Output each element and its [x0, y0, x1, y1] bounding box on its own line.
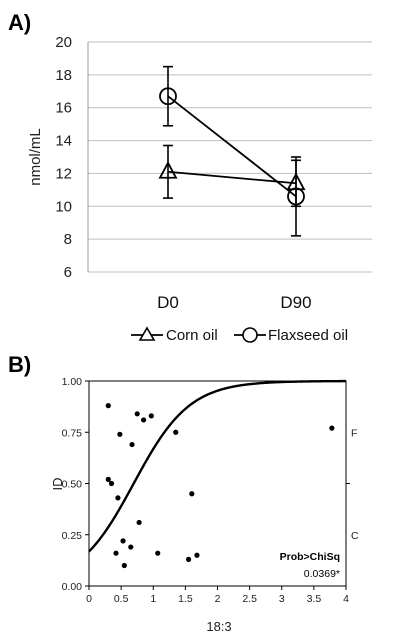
x-tick-label: 2 — [215, 593, 221, 605]
panel-a-categories: D0 D90 — [157, 293, 311, 312]
legend-label-corn-oil: Corn oil — [166, 327, 218, 344]
scatter-point — [134, 411, 140, 417]
x-tick-label: 2.5 — [242, 593, 257, 605]
y-tick-label: 8 — [64, 231, 72, 248]
panel-a-legend: Corn oil Flaxseed oil — [131, 326, 348, 344]
panel-a-gridlines — [87, 41, 372, 273]
x-tick-label: 0 — [86, 593, 92, 605]
y-tick-label: 0.50 — [62, 479, 83, 491]
y-tick-label: 0.75 — [62, 427, 83, 439]
panel-b-y-axis-label: ID — [50, 478, 65, 491]
error-bar-corn-oil — [163, 144, 173, 199]
y-tick-label: 12 — [55, 165, 72, 182]
panel-a-y-ticks: 6 8 10 12 14 16 18 20 — [55, 34, 72, 281]
scatter-point — [329, 425, 335, 431]
panel-b-label: B) — [8, 352, 31, 377]
scatter-point — [117, 431, 123, 437]
panel-b-logistic-curve — [88, 379, 347, 553]
y-tick-label: 6 — [64, 264, 72, 281]
scatter-point — [185, 556, 192, 562]
scatter-point — [173, 429, 179, 435]
panel-b-annotation-value: 0.0369* — [304, 568, 340, 580]
legend-triangle-marker — [138, 326, 156, 341]
panel-b-annotation-title: Prob>ChiSq — [280, 551, 340, 563]
scatter-point — [120, 538, 126, 544]
x-tick-label: 3 — [279, 593, 285, 605]
panel-b-chart: 0.000.250.500.751.000 0.5 1 1.5 2 2.5 3 3.5 4 FC… — [50, 376, 359, 634]
error-bar-flaxseed-oil — [291, 156, 301, 237]
scatter-point — [155, 550, 161, 556]
series-line-corn-oil — [167, 170, 297, 185]
panel-a-chart: 6 8 10 12 14 16 18 20 D0 D90 nmol/mL Corn oil Fl… — [27, 34, 372, 344]
scatter-point — [113, 550, 119, 556]
error-bar-flaxseed-oil — [163, 65, 173, 127]
scatter-point — [105, 403, 111, 409]
panel-a-y-axis-label: nmol/mL — [27, 128, 44, 186]
right-label-c: C — [351, 530, 359, 542]
legend-circle-marker — [242, 327, 258, 343]
panel-b-right-labels: FC — [351, 427, 359, 542]
y-tick-label: 16 — [55, 100, 72, 117]
scatter-point — [105, 476, 111, 482]
y-tick-label: 14 — [55, 133, 72, 150]
category-label-d0: D0 — [157, 293, 179, 312]
scatter-point — [128, 544, 134, 550]
series-line-flaxseed-oil — [167, 95, 297, 198]
marker-circle-flaxseed-oil — [159, 87, 177, 106]
legend-label-flaxseed-oil: Flaxseed oil — [268, 327, 348, 344]
y-tick-label: 20 — [55, 34, 72, 51]
x-tick-label: 4 — [343, 593, 349, 605]
x-tick-label: 1.5 — [178, 593, 193, 605]
x-tick-label: 3.5 — [307, 593, 322, 605]
scatter-point — [194, 552, 200, 558]
scatter-point — [108, 480, 115, 487]
panel-a-label: A) — [8, 10, 31, 35]
panel-b-x-axis-label: 18:3 — [206, 619, 231, 634]
category-label-d90: D90 — [280, 293, 311, 312]
panel-b-ticks: 0.00 0.25 0.50 0.75 1.00 0 0.5 1 1.5 2 2.5 3 3.5 4 — [62, 376, 350, 605]
y-tick-label: 18 — [55, 67, 72, 84]
scatter-point — [141, 417, 147, 423]
scatter-point — [189, 491, 195, 497]
logistic-fit-curve — [88, 379, 347, 553]
scatter-point — [148, 413, 154, 419]
x-tick-label: 1 — [150, 593, 156, 605]
marker-triangle-corn-oil — [158, 160, 178, 179]
y-tick-label: 1.00 — [62, 376, 83, 388]
x-tick-label: 0.5 — [114, 593, 129, 605]
y-tick-label: 10 — [55, 198, 72, 215]
panel-a-series — [158, 65, 306, 237]
scatter-point — [115, 495, 121, 501]
y-tick-label: 0.00 — [62, 581, 83, 593]
marker-circle-flaxseed-oil — [287, 187, 305, 206]
panel-b-points — [105, 403, 335, 569]
y-tick-label: 0.25 — [62, 530, 83, 542]
scatter-point — [121, 562, 127, 569]
scatter-point — [136, 519, 142, 526]
scatter-point — [129, 441, 135, 448]
right-label-f: F — [351, 427, 357, 439]
